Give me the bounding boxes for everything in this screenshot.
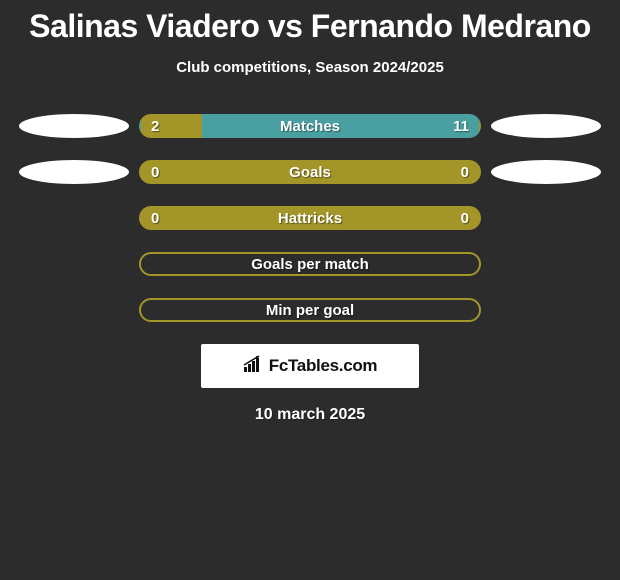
- stat-bar: Goals per match: [139, 252, 481, 276]
- player-oval-left: [19, 160, 129, 184]
- stat-row: 0Goals0: [0, 160, 620, 184]
- stat-label: Matches: [141, 118, 479, 135]
- stat-value-right: 0: [461, 164, 469, 181]
- stat-row: Min per goal: [0, 298, 620, 322]
- stat-label: Hattricks: [141, 210, 479, 227]
- stat-label: Min per goal: [141, 302, 479, 319]
- stat-bar: 0Hattricks0: [139, 206, 481, 230]
- stat-bar: Min per goal: [139, 298, 481, 322]
- stats-container: 2Matches110Goals00Hattricks0Goals per ma…: [0, 114, 620, 322]
- subtitle: Club competitions, Season 2024/2025: [0, 59, 620, 76]
- stat-value-right: 11: [453, 118, 469, 135]
- stat-label: Goals: [141, 164, 479, 181]
- stat-value-right: 0: [461, 210, 469, 227]
- player-oval-right: [491, 114, 601, 138]
- stat-row: Goals per match: [0, 252, 620, 276]
- stat-bar: 2Matches11: [139, 114, 481, 138]
- stat-row: 2Matches11: [0, 114, 620, 138]
- player-oval-left: [19, 114, 129, 138]
- logo-text: FcTables.com: [269, 356, 378, 376]
- stat-bar: 0Goals0: [139, 160, 481, 184]
- logo-box: FcTables.com: [201, 344, 419, 388]
- player-oval-right: [491, 160, 601, 184]
- date-label: 10 march 2025: [0, 406, 620, 424]
- chart-icon: [243, 355, 265, 378]
- stat-label: Goals per match: [141, 256, 479, 273]
- stat-row: 0Hattricks0: [0, 206, 620, 230]
- page-title: Salinas Viadero vs Fernando Medrano: [0, 0, 620, 45]
